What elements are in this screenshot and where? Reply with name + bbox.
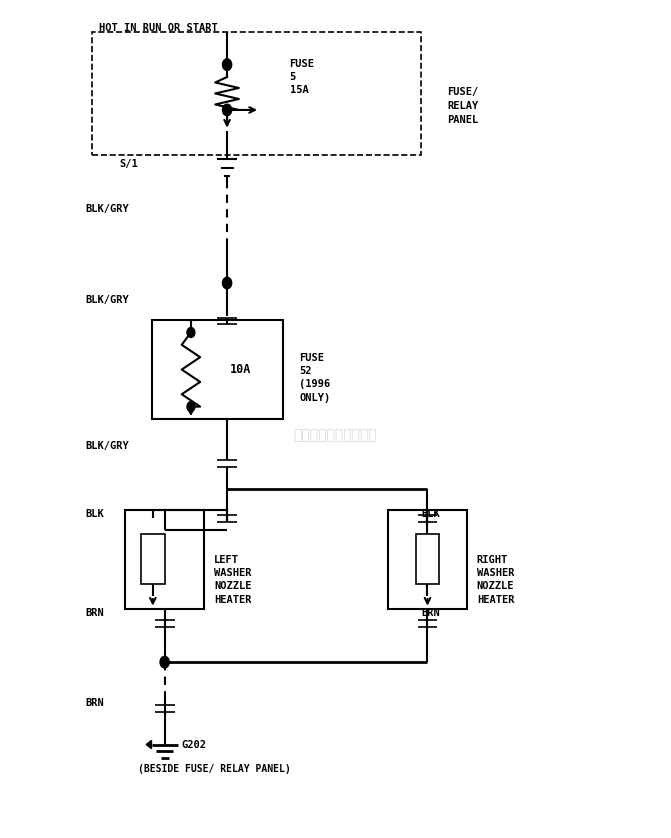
Circle shape [160,656,169,668]
Bar [125,510,204,608]
Circle shape [223,277,231,289]
Text: BRN: BRN [86,608,105,618]
Text: BLK: BLK [86,509,105,519]
Text: 杭州将睿科技有限公司: 杭州将睿科技有限公司 [294,428,377,442]
Text: (BESIDE FUSE/ RELAY PANEL): (BESIDE FUSE/ RELAY PANEL) [138,764,291,774]
Bar [152,320,283,419]
Text: BRN: BRN [421,608,440,618]
Text: BRN: BRN [86,698,105,708]
Polygon shape [146,741,152,748]
Text: FUSE
52
(1996
ONLY): FUSE 52 (1996 ONLY) [299,353,331,402]
Text: 10A: 10A [230,363,252,376]
Text: S/1: S/1 [119,158,138,168]
Text: BLK/GRY: BLK/GRY [86,441,130,451]
Text: BLK: BLK [421,509,440,519]
Bar [141,535,164,584]
Circle shape [223,104,231,116]
Text: BLK/GRY: BLK/GRY [86,204,130,214]
Text: FUSE
5
15A: FUSE 5 15A [289,59,315,96]
Text: RIGHT
WASHER
NOZZLE
HEATER: RIGHT WASHER NOZZLE HEATER [477,555,514,604]
Text: HOT IN RUN OR START: HOT IN RUN OR START [99,23,217,34]
Circle shape [223,59,231,70]
Circle shape [187,328,195,338]
Bar [415,535,440,584]
Text: LEFT
WASHER
NOZZLE
HEATER: LEFT WASHER NOZZLE HEATER [214,555,252,604]
Bar [388,510,467,608]
Text: G202: G202 [181,739,206,749]
Text: BLK/GRY: BLK/GRY [86,294,130,304]
Circle shape [187,401,195,411]
Text: FUSE/
RELAY
PANEL: FUSE/ RELAY PANEL [447,87,478,125]
Bar [93,32,421,155]
